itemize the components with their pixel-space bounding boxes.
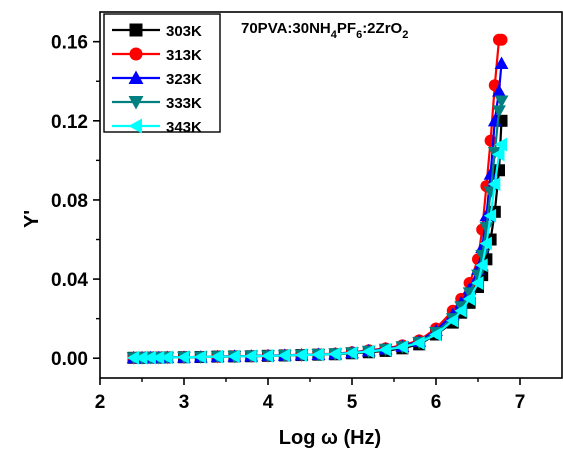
series-line (133, 144, 503, 359)
data-point (494, 95, 509, 108)
data-point (494, 137, 508, 152)
data-point (126, 350, 140, 365)
data-point (492, 84, 506, 97)
x-tick-label: 4 (263, 392, 274, 413)
y-axis-label: Y' (21, 210, 43, 228)
plot-frame (99, 11, 563, 379)
y-tick-label: 0.16 (51, 33, 88, 54)
legend-marker (128, 118, 142, 134)
legend-label: 313K (166, 47, 202, 64)
legend-box (103, 13, 221, 133)
data-point (294, 348, 308, 362)
series-303K (127, 114, 508, 364)
data-point (151, 350, 165, 365)
y-tick-label: 0.12 (51, 112, 88, 133)
data-point (479, 236, 492, 251)
legend-marker (128, 96, 144, 110)
data-point (412, 336, 425, 350)
data-point (160, 350, 173, 365)
annotation-subscript: 2 (402, 29, 408, 41)
data-point (462, 291, 476, 306)
data-point (378, 342, 392, 357)
data-point (445, 313, 459, 328)
x-tick-label: 5 (347, 392, 358, 413)
data-point (135, 350, 148, 365)
data-point (227, 349, 240, 364)
data-point (261, 348, 274, 363)
data-point (483, 167, 498, 180)
data-point (193, 350, 207, 364)
data-point (495, 33, 508, 46)
legend-label: 343K (166, 119, 202, 136)
data-point (277, 348, 291, 363)
data-point (454, 303, 467, 318)
series-layer (126, 33, 509, 365)
data-point (483, 208, 497, 223)
data-point (492, 105, 506, 118)
chart-annotation: 70PVA:30NH4PF6:2ZrO2 (241, 20, 408, 41)
x-tick-label: 3 (179, 392, 190, 413)
annotation-part: PF (337, 20, 356, 37)
y-tick-label: 0.08 (51, 191, 88, 212)
y-tick-label: 0.04 (51, 270, 88, 291)
x-tick-label: 6 (431, 392, 442, 413)
legend-label: 333K (166, 95, 202, 112)
data-point (328, 347, 341, 361)
data-point (487, 177, 501, 192)
x-axis: 2 3 4 5 6 7 (95, 378, 526, 413)
data-point (395, 340, 408, 355)
y-axis: 0.00 0.04 0.08 0.12 0.16 (51, 33, 100, 370)
legend-marker (128, 70, 144, 84)
legend-marker (129, 23, 143, 37)
data-point (177, 350, 190, 365)
annotation-part: 70PVA:30NH (241, 20, 331, 37)
x-tick-label: 7 (515, 392, 526, 413)
x-axis-label: Log ω (Hz) (279, 427, 381, 449)
annotation-subscript: 6 (356, 29, 362, 41)
data-point (244, 349, 257, 364)
data-point (492, 147, 505, 162)
annotation-part: :2ZrO (362, 20, 402, 37)
data-point (429, 327, 442, 342)
legend-label: 303K (166, 23, 202, 40)
legend-label: 323K (166, 71, 202, 88)
x-tick-label: 2 (95, 392, 106, 413)
data-point (311, 347, 324, 362)
legend: 303K 313K 323K 333K 343K (103, 13, 221, 136)
data-point (143, 350, 156, 365)
annotation-subscript: 4 (331, 29, 338, 41)
data-point (471, 276, 484, 290)
data-point (493, 164, 505, 177)
data-point (210, 349, 224, 364)
data-point (345, 346, 358, 360)
y-tick-label: 0.00 (51, 349, 88, 370)
data-point (361, 344, 375, 359)
series-343K (126, 137, 508, 365)
legend-marker (129, 47, 143, 61)
data-point (494, 56, 509, 69)
data-point (475, 258, 488, 273)
